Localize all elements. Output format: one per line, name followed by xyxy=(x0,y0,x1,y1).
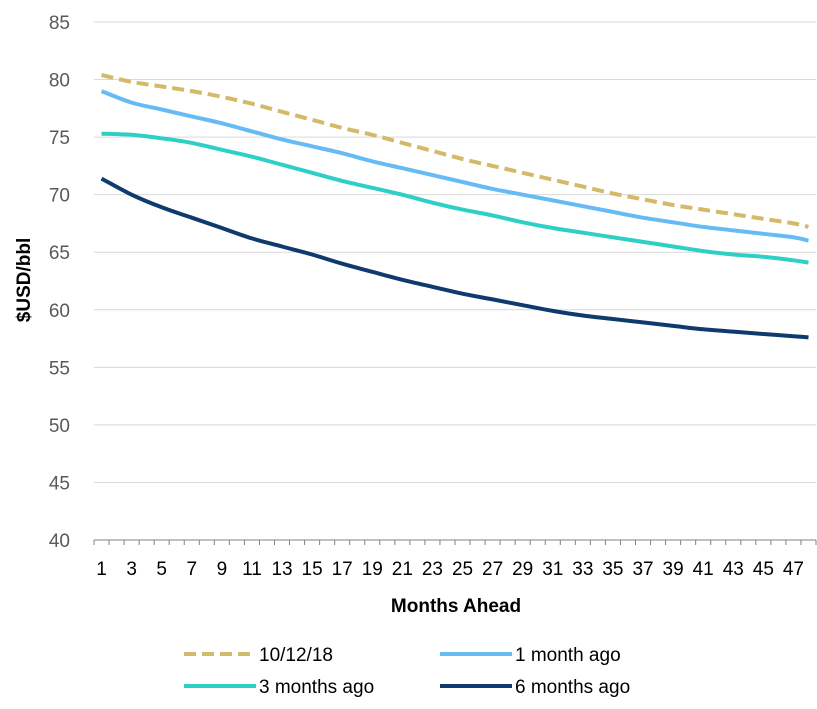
gridlines xyxy=(94,21,816,483)
y-tick-label-65: 65 xyxy=(49,243,70,264)
x-axis-tick-labels: 1 3 5 7 9 11 13 15 17 19 21 23 25 27 29 31 33 35 37 39 41 43 4… xyxy=(96,559,804,580)
x-tick-label-15: 15 xyxy=(302,559,323,580)
x-tick-label-19: 19 xyxy=(362,559,383,580)
y-tick-label-40: 40 xyxy=(49,531,70,552)
y-tick-label-55: 55 xyxy=(49,358,70,379)
x-tick-label-25: 25 xyxy=(452,559,473,580)
x-tick-label-3: 3 xyxy=(126,559,137,580)
x-tick-label-29: 29 xyxy=(512,559,533,580)
y-tick-label-70: 70 xyxy=(49,186,70,207)
series-line-1-month-ago xyxy=(100,89,809,243)
y-tick-label-85: 85 xyxy=(49,13,70,34)
legend-label-6-months-ago: 6 months ago xyxy=(515,677,630,698)
x-tick-label-37: 37 xyxy=(632,559,653,580)
x-tick-label-1: 1 xyxy=(96,559,107,580)
x-tick-label-31: 31 xyxy=(542,559,563,580)
x-tick-label-43: 43 xyxy=(723,559,744,580)
y-tick-label-45: 45 xyxy=(49,473,70,494)
x-tick-label-21: 21 xyxy=(392,559,413,580)
y-axis-title: $USD/bbl xyxy=(14,238,35,322)
series-line-6-months-ago xyxy=(100,176,809,340)
x-tick-label-41: 41 xyxy=(693,559,714,580)
x-tick-label-39: 39 xyxy=(663,559,684,580)
series-lines xyxy=(100,73,809,340)
legend-label-1-month-ago: 1 month ago xyxy=(515,645,621,666)
x-tick-label-33: 33 xyxy=(572,559,593,580)
y-tick-label-80: 80 xyxy=(49,71,70,92)
y-axis-tick-labels: 40 45 50 55 60 65 70 75 80 85 xyxy=(49,13,70,552)
series-line-10-12-18 xyxy=(101,73,809,229)
y-tick-label-50: 50 xyxy=(49,416,70,437)
x-axis-title: Months Ahead xyxy=(391,596,521,617)
x-axis xyxy=(93,539,817,545)
x-tick-label-17: 17 xyxy=(332,559,353,580)
legend-label-3-months-ago: 3 months ago xyxy=(259,677,374,698)
x-tick-label-45: 45 xyxy=(753,559,774,580)
series-line-3-months-ago xyxy=(101,131,809,265)
legend-label-10-12-18: 10/12/18 xyxy=(259,645,333,666)
x-tick-label-7: 7 xyxy=(186,559,197,580)
x-tick-label-9: 9 xyxy=(217,559,228,580)
x-tick-label-23: 23 xyxy=(422,559,443,580)
x-tick-label-47: 47 xyxy=(783,559,804,580)
x-tick-label-13: 13 xyxy=(271,559,292,580)
x-tick-label-5: 5 xyxy=(156,559,167,580)
x-tick-label-11: 11 xyxy=(242,559,262,580)
y-tick-label-60: 60 xyxy=(49,301,70,322)
legend: 10/12/18 1 month ago 3 months ago 6 months … xyxy=(184,645,630,698)
y-tick-label-75: 75 xyxy=(49,128,70,149)
x-tick-label-27: 27 xyxy=(482,559,503,580)
x-tick-label-35: 35 xyxy=(602,559,623,580)
